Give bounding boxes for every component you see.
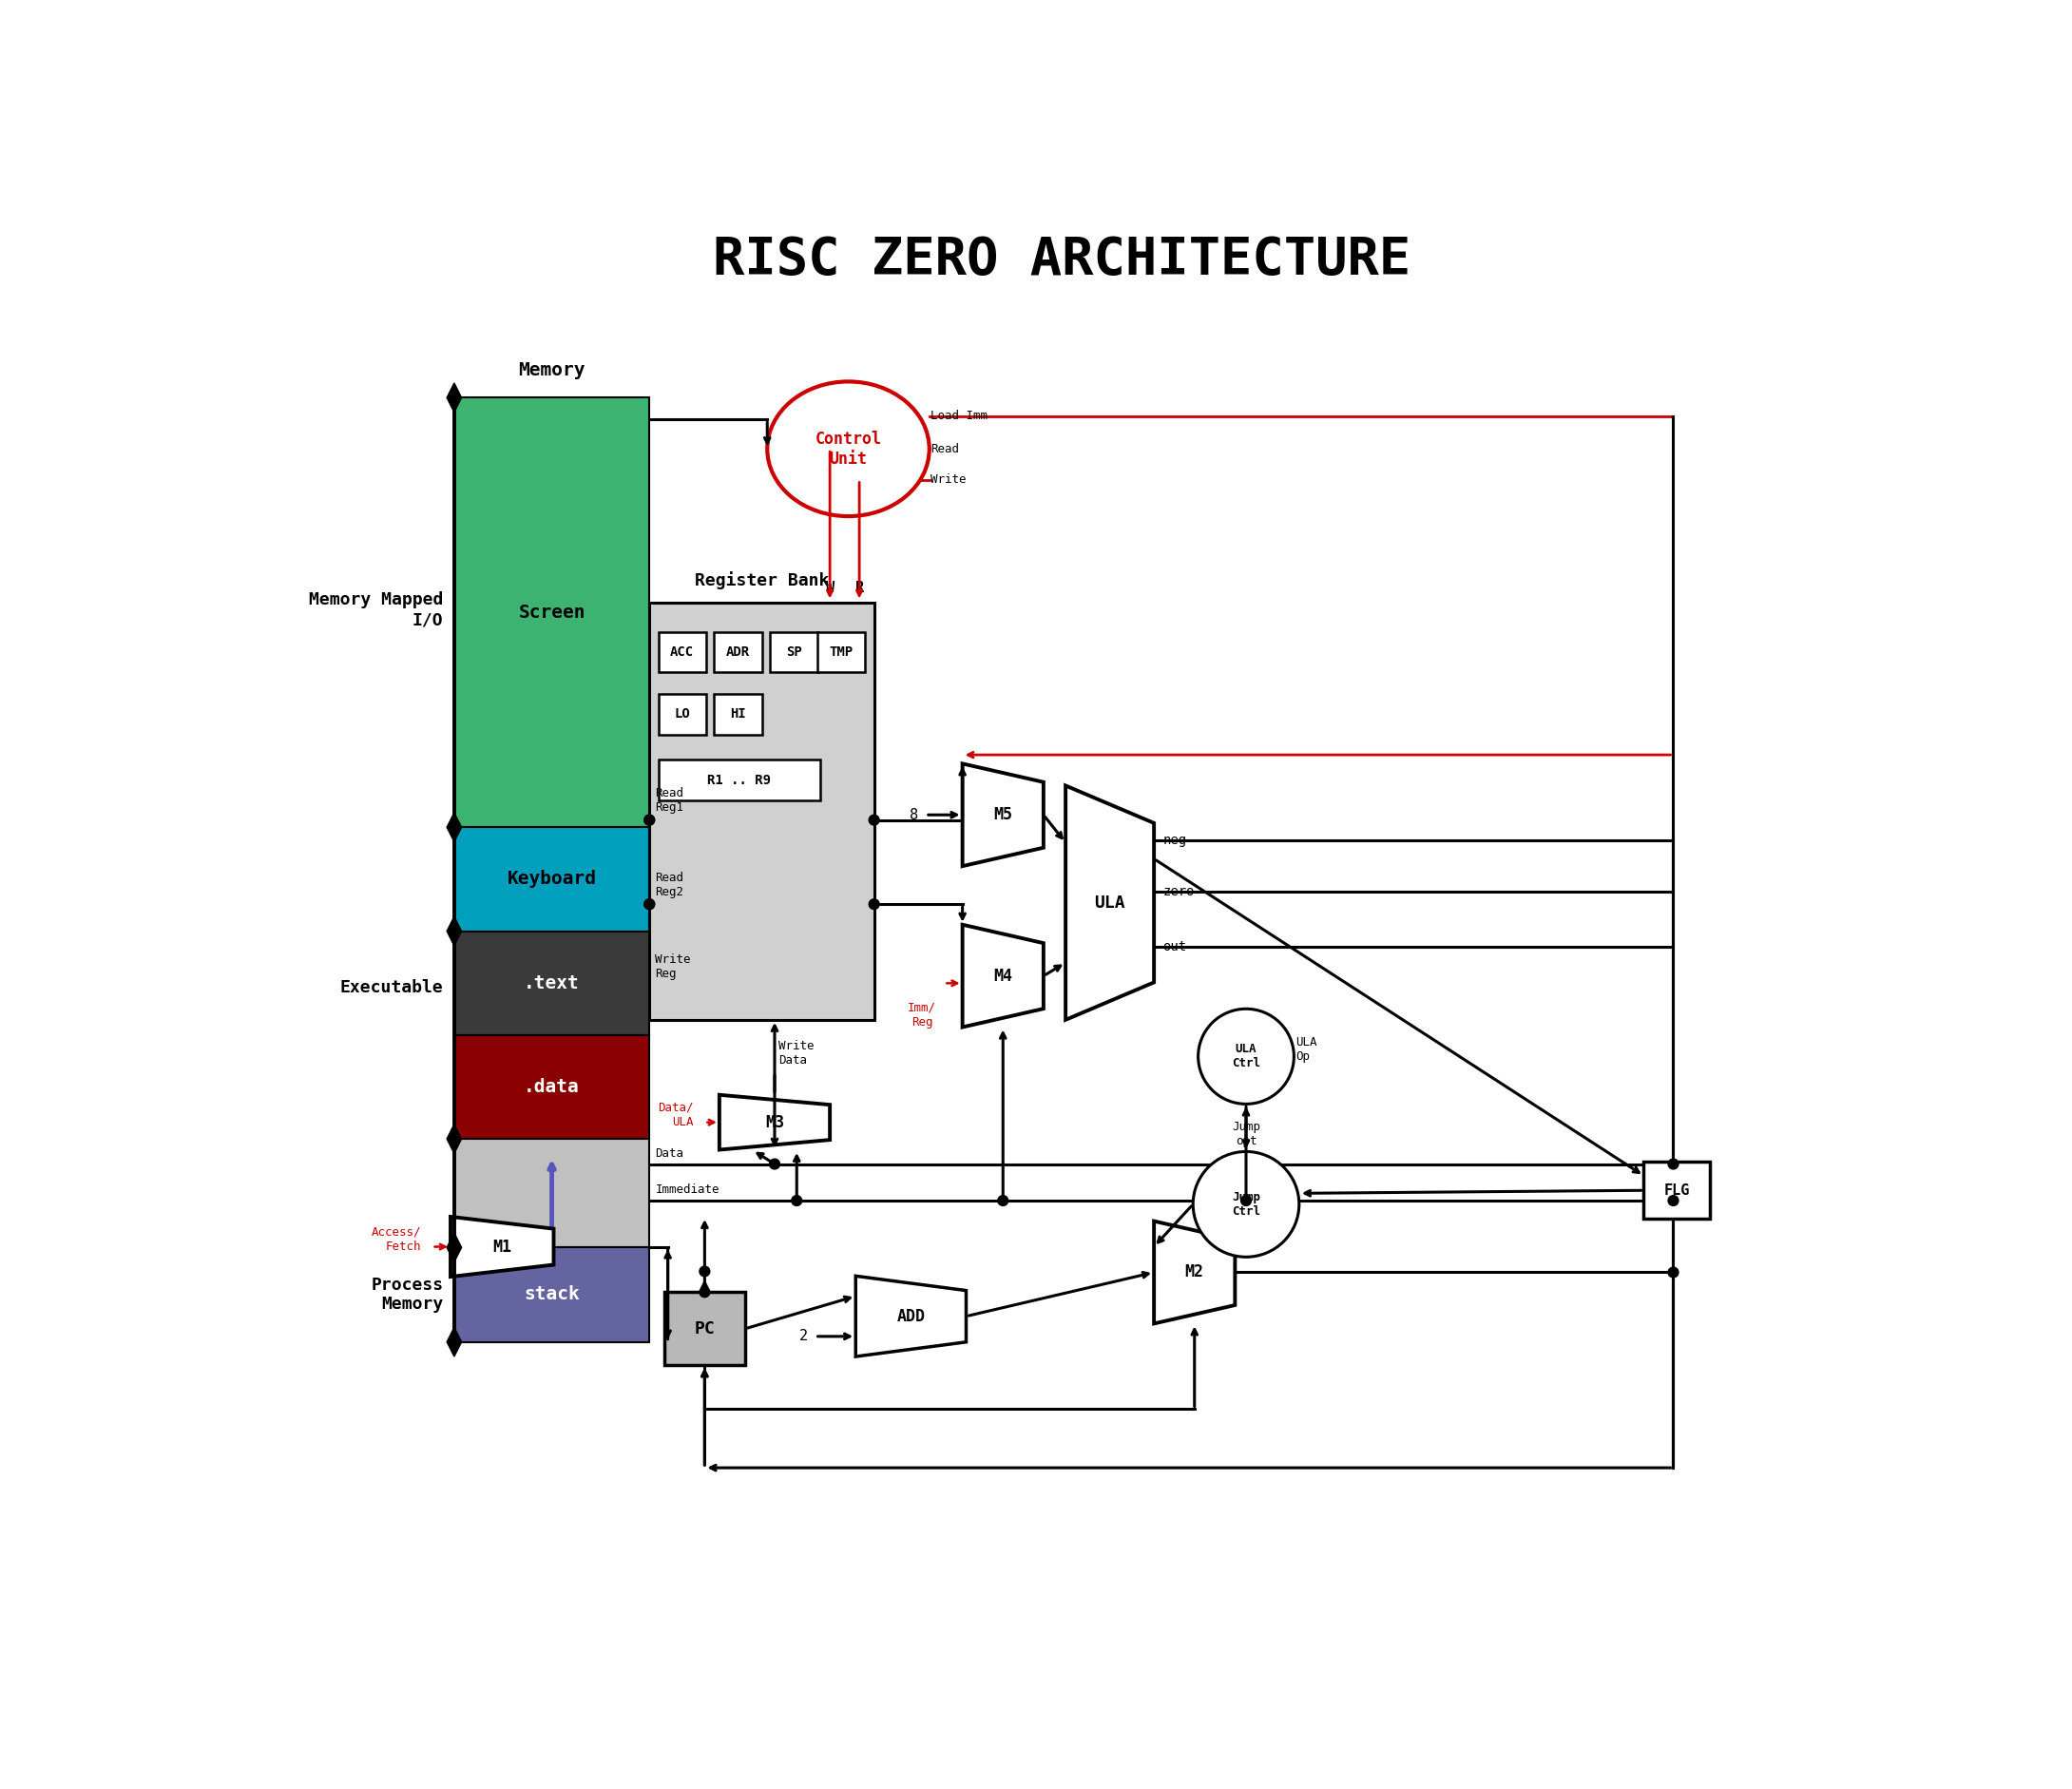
FancyBboxPatch shape bbox=[454, 1140, 649, 1247]
Text: LO: LO bbox=[673, 708, 690, 721]
Text: M4: M4 bbox=[992, 968, 1013, 984]
Text: SP: SP bbox=[785, 646, 802, 658]
Polygon shape bbox=[856, 1276, 966, 1356]
Polygon shape bbox=[450, 1217, 553, 1277]
Text: stack: stack bbox=[524, 1286, 580, 1304]
Text: ADR: ADR bbox=[725, 646, 750, 658]
Text: M5: M5 bbox=[992, 807, 1013, 823]
FancyBboxPatch shape bbox=[659, 632, 707, 673]
Text: PC: PC bbox=[694, 1320, 715, 1336]
FancyBboxPatch shape bbox=[715, 694, 762, 733]
Circle shape bbox=[644, 814, 655, 825]
FancyBboxPatch shape bbox=[454, 397, 649, 827]
Polygon shape bbox=[448, 1327, 462, 1356]
Text: Immediate: Immediate bbox=[655, 1184, 719, 1197]
Text: ULA
Ctrl: ULA Ctrl bbox=[1231, 1043, 1260, 1070]
Text: Process
Memory: Process Memory bbox=[371, 1276, 443, 1313]
FancyBboxPatch shape bbox=[816, 632, 866, 673]
Circle shape bbox=[868, 900, 879, 909]
Text: 8: 8 bbox=[910, 809, 918, 821]
Text: zero: zero bbox=[1162, 886, 1196, 898]
Circle shape bbox=[644, 814, 655, 825]
Text: Read: Read bbox=[930, 442, 959, 454]
Circle shape bbox=[1668, 1195, 1678, 1206]
Text: ULA: ULA bbox=[1094, 894, 1125, 911]
Ellipse shape bbox=[1193, 1152, 1299, 1258]
Text: Write: Write bbox=[930, 474, 966, 487]
FancyBboxPatch shape bbox=[715, 632, 762, 673]
Circle shape bbox=[792, 1195, 802, 1206]
FancyBboxPatch shape bbox=[659, 694, 707, 733]
Text: Data/
ULA: Data/ ULA bbox=[659, 1102, 694, 1129]
Text: Keyboard: Keyboard bbox=[508, 869, 597, 889]
Text: HI: HI bbox=[729, 708, 746, 721]
Text: .data: .data bbox=[524, 1079, 580, 1097]
Polygon shape bbox=[963, 764, 1044, 866]
Polygon shape bbox=[448, 916, 462, 946]
Text: Imm/
Reg: Imm/ Reg bbox=[908, 1002, 937, 1029]
Polygon shape bbox=[448, 1233, 462, 1261]
Circle shape bbox=[769, 1159, 779, 1170]
Text: Jump
opt: Jump opt bbox=[1231, 1120, 1260, 1147]
Circle shape bbox=[700, 1286, 711, 1297]
Text: W: W bbox=[825, 581, 835, 596]
Text: M2: M2 bbox=[1185, 1263, 1204, 1281]
Circle shape bbox=[868, 814, 879, 825]
Text: M3: M3 bbox=[765, 1115, 783, 1131]
FancyBboxPatch shape bbox=[659, 760, 821, 800]
Text: 2: 2 bbox=[800, 1329, 808, 1344]
Text: Memory: Memory bbox=[518, 361, 584, 379]
FancyBboxPatch shape bbox=[649, 603, 874, 1020]
Polygon shape bbox=[448, 383, 462, 411]
Text: FLG: FLG bbox=[1664, 1183, 1691, 1197]
Text: Register Bank: Register Bank bbox=[694, 571, 829, 589]
Text: neg: neg bbox=[1162, 834, 1187, 848]
Polygon shape bbox=[1154, 1222, 1235, 1324]
Circle shape bbox=[1241, 1195, 1251, 1206]
Text: TMP: TMP bbox=[829, 646, 854, 658]
Text: Write
Reg: Write Reg bbox=[655, 954, 690, 980]
FancyBboxPatch shape bbox=[454, 827, 649, 930]
Text: Control
Unit: Control Unit bbox=[814, 431, 881, 467]
Text: Data: Data bbox=[655, 1147, 684, 1159]
Text: Read
Reg2: Read Reg2 bbox=[655, 871, 684, 898]
Text: Read
Reg1: Read Reg1 bbox=[655, 787, 684, 814]
Text: R: R bbox=[856, 581, 864, 596]
Text: RISC ZERO ARCHITECTURE: RISC ZERO ARCHITECTURE bbox=[713, 234, 1411, 284]
FancyBboxPatch shape bbox=[1643, 1161, 1709, 1218]
Text: Jump
Ctrl: Jump Ctrl bbox=[1231, 1191, 1260, 1218]
Polygon shape bbox=[1065, 785, 1154, 1020]
Text: ULA
Op: ULA Op bbox=[1295, 1036, 1318, 1063]
Text: Access/
Fetch: Access/ Fetch bbox=[371, 1225, 421, 1252]
FancyBboxPatch shape bbox=[454, 930, 649, 1036]
FancyBboxPatch shape bbox=[454, 1247, 649, 1342]
Circle shape bbox=[999, 1195, 1009, 1206]
Text: ACC: ACC bbox=[669, 646, 694, 658]
Ellipse shape bbox=[767, 381, 930, 517]
Text: .text: .text bbox=[524, 973, 580, 993]
FancyBboxPatch shape bbox=[454, 1036, 649, 1140]
Text: Memory Mapped
I/O: Memory Mapped I/O bbox=[309, 592, 443, 628]
Circle shape bbox=[644, 900, 655, 909]
Text: out: out bbox=[1162, 939, 1187, 954]
Polygon shape bbox=[963, 925, 1044, 1027]
FancyBboxPatch shape bbox=[665, 1292, 746, 1365]
Text: Screen: Screen bbox=[518, 603, 584, 621]
Text: Executable: Executable bbox=[340, 979, 443, 996]
Circle shape bbox=[1668, 1159, 1678, 1170]
Text: ADD: ADD bbox=[897, 1308, 926, 1326]
Text: Write
Data: Write Data bbox=[779, 1039, 814, 1066]
Circle shape bbox=[1668, 1267, 1678, 1277]
Text: R1 .. R9: R1 .. R9 bbox=[707, 773, 771, 787]
Text: M1: M1 bbox=[493, 1238, 512, 1256]
Polygon shape bbox=[448, 1123, 462, 1154]
Text: Load Imm: Load Imm bbox=[930, 410, 988, 422]
Polygon shape bbox=[719, 1095, 831, 1150]
Ellipse shape bbox=[1198, 1009, 1293, 1104]
Circle shape bbox=[700, 1267, 711, 1277]
FancyBboxPatch shape bbox=[771, 632, 818, 673]
Polygon shape bbox=[448, 812, 462, 843]
Circle shape bbox=[644, 900, 655, 909]
